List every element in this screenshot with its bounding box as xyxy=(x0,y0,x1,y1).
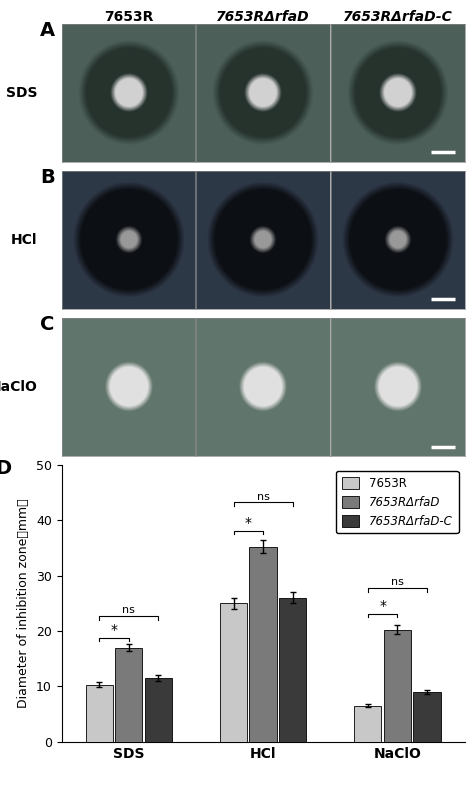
Text: SDS: SDS xyxy=(6,86,37,100)
Bar xyxy=(413,692,440,742)
Title: 7653RΔrfaD: 7653RΔrfaD xyxy=(216,9,310,24)
Legend: 7653R, 7653RΔrfaD, 7653RΔrfaD-C: 7653R, 7653RΔrfaD, 7653RΔrfaD-C xyxy=(336,471,459,533)
Text: ns: ns xyxy=(391,578,404,588)
Bar xyxy=(384,630,411,742)
Text: *: * xyxy=(245,517,252,530)
Text: *: * xyxy=(379,600,386,614)
Text: B: B xyxy=(40,168,55,187)
Text: D: D xyxy=(0,459,11,478)
Title: 7653RΔrfaD-C: 7653RΔrfaD-C xyxy=(343,9,453,24)
Text: HCl: HCl xyxy=(11,233,37,247)
Title: 7653R: 7653R xyxy=(104,9,153,24)
Bar xyxy=(220,604,247,742)
Text: *: * xyxy=(110,623,118,638)
Text: NaClO: NaClO xyxy=(0,380,37,394)
Text: ns: ns xyxy=(122,605,135,615)
Bar xyxy=(279,598,306,742)
Text: ns: ns xyxy=(256,492,270,502)
Bar xyxy=(145,678,172,742)
Text: C: C xyxy=(40,315,55,334)
Text: A: A xyxy=(40,21,55,40)
Bar xyxy=(354,705,382,742)
Bar xyxy=(115,648,142,742)
Y-axis label: Diameter of inhibition zone（mm）: Diameter of inhibition zone（mm） xyxy=(18,499,30,708)
Bar xyxy=(249,547,277,742)
Bar xyxy=(86,685,113,742)
